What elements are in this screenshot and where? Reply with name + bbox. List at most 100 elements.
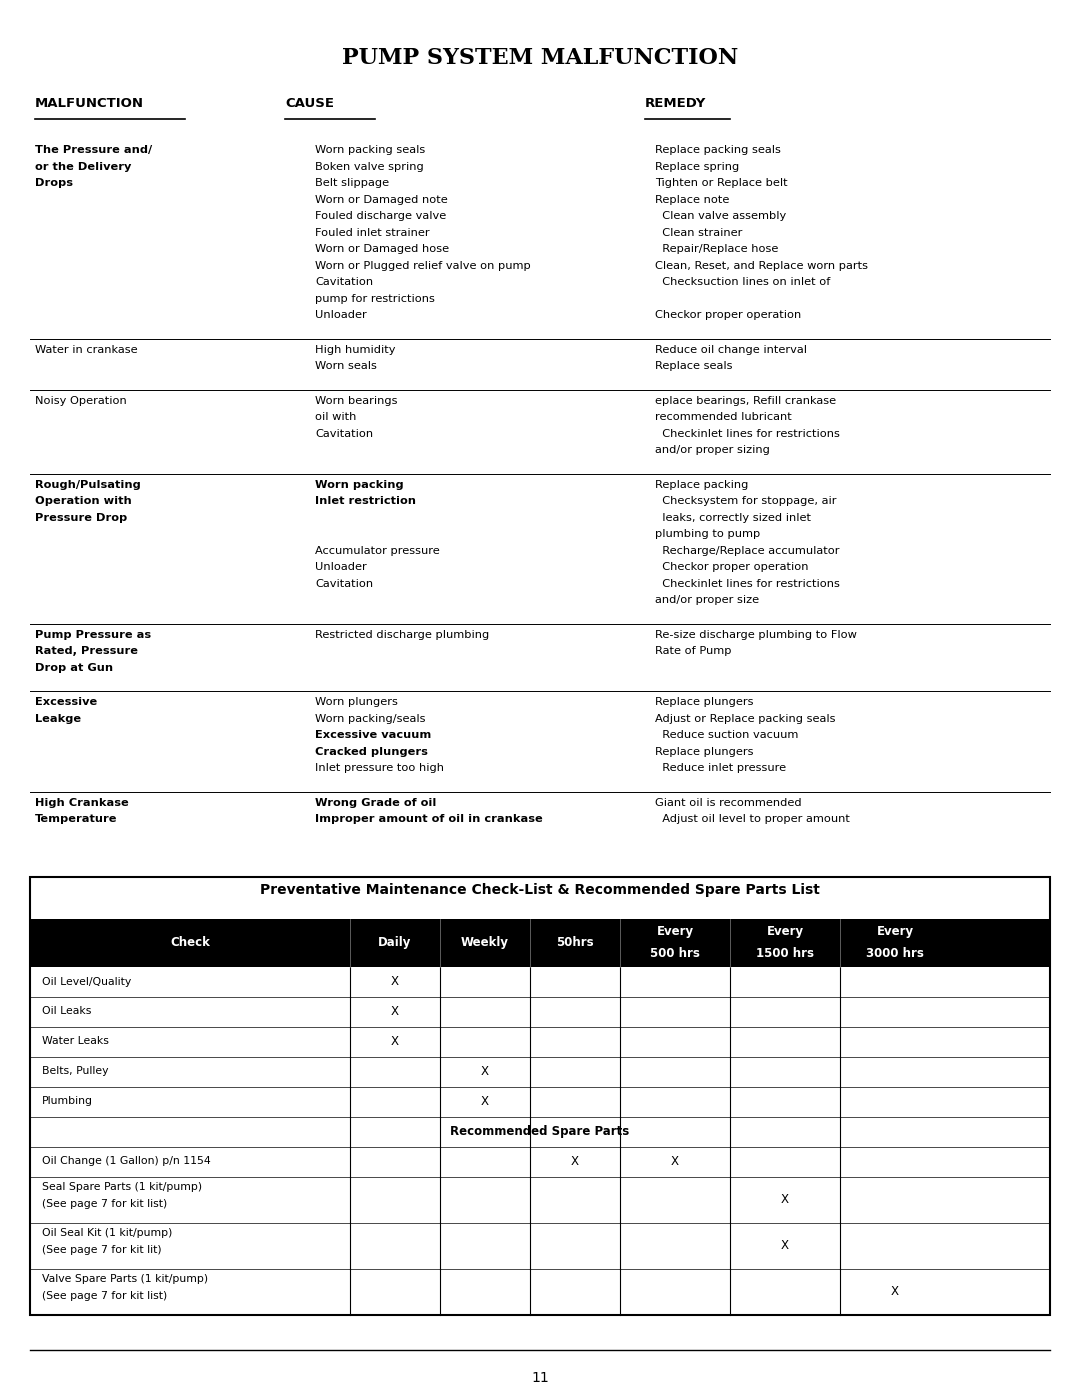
Text: Daily: Daily: [378, 936, 411, 949]
Text: Clean strainer: Clean strainer: [654, 228, 742, 237]
Text: Preventative Maintenance Check-List & Recommended Spare Parts List: Preventative Maintenance Check-List & Re…: [260, 883, 820, 897]
Text: Checksystem for stoppage, air: Checksystem for stoppage, air: [654, 496, 837, 506]
Text: Excessive vacuum: Excessive vacuum: [315, 731, 431, 740]
Text: Pressure Drop: Pressure Drop: [35, 513, 127, 522]
Text: plumbing to pump: plumbing to pump: [654, 529, 760, 539]
Text: Improper amount of oil in crankase: Improper amount of oil in crankase: [315, 814, 543, 824]
Text: Worn or Plugged relief valve on pump: Worn or Plugged relief valve on pump: [315, 260, 530, 271]
Text: eplace bearings, Refill crankase: eplace bearings, Refill crankase: [654, 395, 836, 405]
Text: Rate of Pump: Rate of Pump: [654, 645, 731, 657]
Text: pump for restrictions: pump for restrictions: [315, 293, 435, 303]
Text: MALFUNCTION: MALFUNCTION: [35, 96, 144, 110]
Text: Checkor proper operation: Checkor proper operation: [654, 562, 809, 571]
Text: Excessive: Excessive: [35, 697, 97, 707]
Text: Cavitation: Cavitation: [315, 429, 373, 439]
Text: Belt slippage: Belt slippage: [315, 177, 389, 189]
Text: Giant oil is recommended: Giant oil is recommended: [654, 798, 801, 807]
Text: Cracked plungers: Cracked plungers: [315, 746, 428, 757]
Text: Oil Change (1 Gallon) p/n 1154: Oil Change (1 Gallon) p/n 1154: [42, 1157, 211, 1166]
Text: X: X: [391, 1004, 399, 1018]
Text: 3000 hrs: 3000 hrs: [866, 947, 923, 960]
Text: Inlet restriction: Inlet restriction: [315, 496, 416, 506]
Text: Valve Spare Parts (1 kit/pump): Valve Spare Parts (1 kit/pump): [42, 1274, 208, 1284]
Text: Worn or Damaged note: Worn or Damaged note: [315, 194, 448, 204]
Text: REMEDY: REMEDY: [645, 96, 706, 110]
Text: Checkinlet lines for restrictions: Checkinlet lines for restrictions: [654, 429, 840, 439]
Text: Belts, Pulley: Belts, Pulley: [42, 1066, 108, 1077]
Text: (See page 7 for kit list): (See page 7 for kit list): [42, 1291, 167, 1301]
Text: Fouled discharge valve: Fouled discharge valve: [315, 211, 446, 221]
Text: Replace spring: Replace spring: [654, 162, 739, 172]
Text: Check: Check: [170, 936, 210, 949]
Text: Unloader: Unloader: [315, 562, 367, 571]
Text: Adjust or Replace packing seals: Adjust or Replace packing seals: [654, 714, 836, 724]
Text: Repair/Replace hose: Repair/Replace hose: [654, 244, 779, 254]
Text: Wrong Grade of oil: Wrong Grade of oil: [315, 798, 436, 807]
Text: 500 hrs: 500 hrs: [650, 947, 700, 960]
Bar: [30, 876, 1050, 1315]
Text: Noisy Operation: Noisy Operation: [35, 395, 126, 405]
Text: Restricted discharge plumbing: Restricted discharge plumbing: [315, 630, 489, 640]
Text: Replace plungers: Replace plungers: [654, 746, 754, 757]
Text: 11: 11: [531, 1372, 549, 1386]
Text: The Pressure and/: The Pressure and/: [35, 145, 152, 155]
Text: Reduce oil change interval: Reduce oil change interval: [654, 345, 807, 355]
Text: Every: Every: [877, 925, 914, 937]
Text: and/or proper size: and/or proper size: [654, 595, 759, 605]
Text: Clean, Reset, and Replace worn parts: Clean, Reset, and Replace worn parts: [654, 260, 868, 271]
Text: Fouled inlet strainer: Fouled inlet strainer: [315, 228, 430, 237]
Text: Worn packing: Worn packing: [315, 479, 404, 489]
Text: Tighten or Replace belt: Tighten or Replace belt: [654, 177, 787, 189]
Text: Cavitation: Cavitation: [315, 277, 373, 286]
Text: Oil Level/Quality: Oil Level/Quality: [42, 977, 132, 986]
Text: Rough/Pulsating: Rough/Pulsating: [35, 479, 140, 489]
Text: Unloader: Unloader: [315, 310, 367, 320]
Text: Replace note: Replace note: [654, 194, 729, 204]
Text: Worn bearings: Worn bearings: [315, 395, 397, 405]
Text: X: X: [391, 1035, 399, 1048]
Text: High humidity: High humidity: [315, 345, 395, 355]
Text: Worn or Damaged hose: Worn or Damaged hose: [315, 244, 449, 254]
Text: Water Leaks: Water Leaks: [42, 1037, 109, 1046]
Text: Recommended Spare Parts: Recommended Spare Parts: [450, 1125, 630, 1139]
Text: Weekly: Weekly: [461, 936, 509, 949]
Text: CAUSE: CAUSE: [285, 96, 334, 110]
Text: X: X: [891, 1285, 899, 1298]
Bar: [30, 918, 1050, 967]
Text: Replace packing: Replace packing: [654, 479, 748, 489]
Text: Water in crankase: Water in crankase: [35, 345, 137, 355]
Text: Plumbing: Plumbing: [42, 1097, 93, 1106]
Text: Reduce inlet pressure: Reduce inlet pressure: [654, 763, 786, 773]
Text: Temperature: Temperature: [35, 814, 118, 824]
Text: Drop at Gun: Drop at Gun: [35, 662, 113, 672]
Text: recommended lubricant: recommended lubricant: [654, 412, 792, 422]
Text: 50hrs: 50hrs: [556, 936, 594, 949]
Text: PUMP SYSTEM MALFUNCTION: PUMP SYSTEM MALFUNCTION: [342, 47, 738, 68]
Text: Checkor proper operation: Checkor proper operation: [654, 310, 801, 320]
Text: and/or proper sizing: and/or proper sizing: [654, 446, 770, 455]
Text: Drops: Drops: [35, 177, 73, 189]
Text: 1500 hrs: 1500 hrs: [756, 947, 814, 960]
Text: Pump Pressure as: Pump Pressure as: [35, 630, 151, 640]
Text: Oil Leaks: Oil Leaks: [42, 1006, 92, 1017]
Text: Rated, Pressure: Rated, Pressure: [35, 645, 138, 657]
Text: Replace seals: Replace seals: [654, 360, 732, 372]
Text: (See page 7 for kit lit): (See page 7 for kit lit): [42, 1245, 162, 1255]
Text: High Crankase: High Crankase: [35, 798, 129, 807]
Text: Every: Every: [767, 925, 804, 937]
Text: Recharge/Replace accumulator: Recharge/Replace accumulator: [654, 545, 839, 556]
Text: X: X: [671, 1155, 679, 1168]
Text: Checksuction lines on inlet of: Checksuction lines on inlet of: [654, 277, 831, 286]
Text: X: X: [481, 1095, 489, 1108]
Text: X: X: [781, 1239, 789, 1252]
Text: Replace plungers: Replace plungers: [654, 697, 754, 707]
Text: Worn seals: Worn seals: [315, 360, 377, 372]
Text: Seal Spare Parts (1 kit/pump): Seal Spare Parts (1 kit/pump): [42, 1182, 202, 1192]
Text: Boken valve spring: Boken valve spring: [315, 162, 423, 172]
Text: or the Delivery: or the Delivery: [35, 162, 132, 172]
Text: Leakge: Leakge: [35, 714, 81, 724]
Text: Cavitation: Cavitation: [315, 578, 373, 588]
Text: X: X: [481, 1065, 489, 1078]
Text: X: X: [391, 975, 399, 988]
Text: Worn plungers: Worn plungers: [315, 697, 397, 707]
